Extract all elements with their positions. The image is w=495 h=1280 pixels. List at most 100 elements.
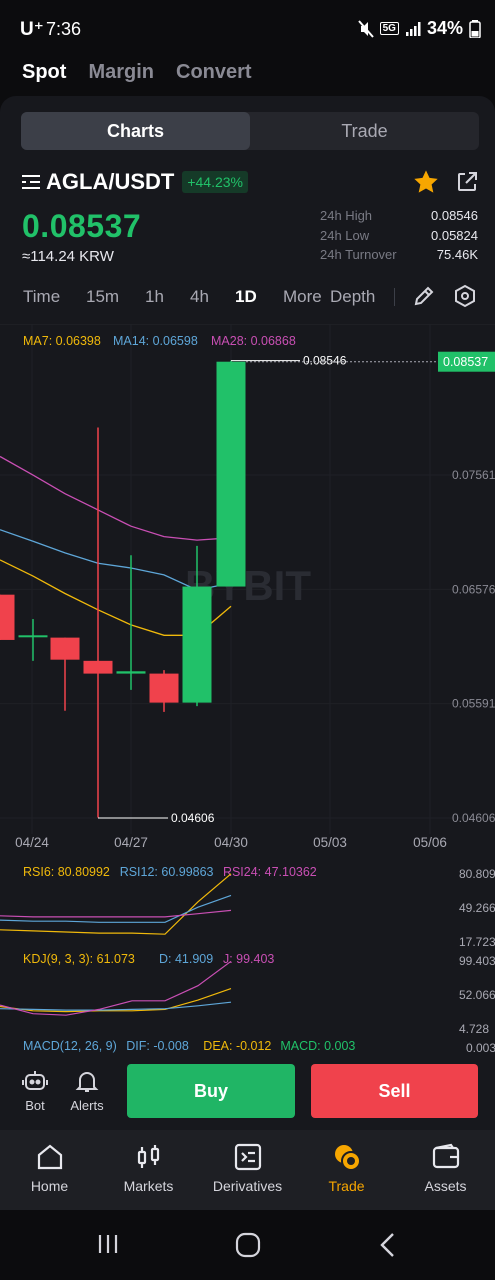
status-icons: 5G 34% bbox=[357, 18, 481, 39]
x-tick-label: 05/03 bbox=[313, 835, 347, 850]
kdj-line bbox=[0, 960, 232, 1016]
candle-body bbox=[0, 594, 15, 640]
nav-home[interactable]: Home bbox=[0, 1130, 99, 1210]
settings-hexagon-icon[interactable] bbox=[453, 284, 477, 308]
stat-value: 0.05824 bbox=[431, 227, 478, 243]
ma-legend-label: MA7: 0.06398 bbox=[23, 334, 101, 348]
y-tick-label: 0.07561 bbox=[452, 468, 495, 482]
trade-icon bbox=[334, 1145, 361, 1171]
network-badge: 5G bbox=[379, 22, 399, 35]
derivatives-icon bbox=[234, 1143, 261, 1171]
pair-header: AGLA/USDT +44.23% bbox=[22, 168, 248, 196]
rsi-tick-label: 17.723 bbox=[459, 935, 495, 949]
candle-body bbox=[182, 586, 212, 703]
current-price-label: 0.08537 bbox=[443, 355, 488, 369]
macd-tick-label: 0.003 bbox=[466, 1041, 495, 1055]
candle-body bbox=[50, 637, 80, 660]
nav-label: Markets bbox=[123, 1178, 174, 1194]
macd-legend-label: MACD: 0.003 bbox=[280, 1039, 355, 1053]
trade-action-bar: Bot Alerts Buy Sell bbox=[0, 1060, 495, 1130]
buy-button[interactable]: Buy bbox=[127, 1064, 295, 1118]
stats-panel: 24h High 0.08546 24h Low 0.05824 24h Tur… bbox=[320, 208, 478, 267]
home-button-icon[interactable] bbox=[235, 1232, 261, 1258]
pair-menu-icon[interactable] bbox=[22, 174, 40, 190]
candle-body bbox=[18, 635, 48, 638]
timeframe-1d[interactable]: 1D bbox=[235, 287, 257, 306]
timeframe-15m[interactable]: 15m bbox=[86, 287, 120, 306]
nav-label: Trade bbox=[328, 1178, 365, 1194]
bell-icon bbox=[75, 1072, 99, 1092]
candles bbox=[0, 360, 246, 818]
rsi-tick-label: 49.266 bbox=[459, 901, 495, 915]
pencil-icon[interactable] bbox=[412, 284, 436, 308]
macd-legend-label: DIF: -0.008 bbox=[126, 1039, 189, 1053]
favorite-star-icon[interactable] bbox=[412, 168, 440, 196]
open-external-icon[interactable] bbox=[455, 170, 479, 194]
content-panel bbox=[0, 96, 495, 1130]
nav-label: Assets bbox=[424, 1178, 467, 1194]
market-type-tabs: Spot Margin Convert bbox=[22, 58, 252, 86]
stat-label: 24h Turnover bbox=[320, 247, 397, 262]
charts-toggle-button[interactable]: Charts bbox=[21, 112, 250, 150]
rsi-legend-label: RSI6: 80.80992 bbox=[23, 865, 110, 879]
clock: 7:36 bbox=[46, 19, 82, 39]
kdj-legend-label: J: 99.403 bbox=[223, 952, 274, 966]
stat-row-turnover: 24h Turnover 75.46K bbox=[320, 247, 478, 267]
stat-label: 24h High bbox=[320, 208, 373, 223]
krw-price: ≈114.24 KRW bbox=[22, 248, 114, 265]
candle-body bbox=[116, 671, 146, 674]
x-tick-label: 04/27 bbox=[114, 835, 148, 850]
stat-value: 75.46K bbox=[436, 247, 478, 262]
indicators: RSI6: 80.80992 RSI12: 60.99863 RSI24: 47.1… bbox=[0, 865, 495, 1055]
bot-label: Bot bbox=[25, 1098, 45, 1113]
timeframe-1h[interactable]: 1h bbox=[145, 287, 164, 306]
recent-apps-icon[interactable] bbox=[96, 1232, 120, 1256]
timeframe-4h[interactable]: 4h bbox=[190, 287, 209, 306]
battery-icon bbox=[469, 19, 481, 38]
markets-icon bbox=[137, 1145, 159, 1168]
rsi-legend-label: RSI24: 47.10362 bbox=[223, 865, 317, 879]
stat-row-low: 24h Low 0.05824 bbox=[320, 228, 478, 248]
y-tick-label: 0.04606 bbox=[452, 811, 495, 825]
ma-legend-label: MA14: 0.06598 bbox=[113, 334, 198, 348]
macd-legend-label: DEA: -0.012 bbox=[203, 1039, 271, 1053]
rsi-line bbox=[0, 873, 232, 935]
timeframe-bar: Time 15m 1h 4h 1D More Depth bbox=[0, 282, 495, 310]
candle-body bbox=[149, 673, 179, 703]
battery-level: 34% bbox=[426, 18, 463, 38]
macd-legend-label: MACD(12, 26, 9) bbox=[23, 1039, 117, 1053]
low-marker-label: 0.04606 bbox=[171, 811, 215, 825]
nav-label: Home bbox=[30, 1178, 69, 1194]
nav-assets[interactable]: Assets bbox=[396, 1130, 495, 1210]
nav-derivatives[interactable]: Derivatives bbox=[198, 1130, 297, 1210]
kdj-line bbox=[0, 1001, 232, 1011]
wallet-icon bbox=[432, 1143, 459, 1169]
tab-spot[interactable]: Spot bbox=[22, 60, 67, 83]
tab-convert[interactable]: Convert bbox=[176, 60, 252, 83]
grid-layer bbox=[0, 324, 495, 834]
robot-icon bbox=[22, 1071, 48, 1090]
nav-trade[interactable]: Trade bbox=[297, 1130, 396, 1210]
nav-markets[interactable]: Markets bbox=[99, 1130, 198, 1210]
home-icon bbox=[37, 1144, 62, 1170]
pair-name[interactable]: AGLA/USDT bbox=[46, 169, 175, 194]
ma-line-ma28 bbox=[0, 455, 232, 541]
timeframe-time[interactable]: Time bbox=[23, 287, 61, 306]
timeframe-more[interactable]: More bbox=[283, 287, 322, 306]
status-bar: U⁺ 7:36 5G 34% bbox=[0, 0, 495, 58]
tab-margin[interactable]: Margin bbox=[88, 60, 154, 83]
kdj-legend-label: KDJ(9, 3, 3): 61.073 bbox=[23, 952, 135, 966]
sell-button[interactable]: Sell bbox=[311, 1064, 478, 1118]
kdj-line bbox=[0, 988, 232, 1013]
candle-body bbox=[216, 361, 246, 587]
nav-label: Derivatives bbox=[212, 1178, 283, 1194]
ma-legend-label: MA28: 0.06868 bbox=[211, 334, 296, 348]
trade-toggle-button[interactable]: Trade bbox=[341, 120, 388, 141]
alerts-button[interactable]: Alerts bbox=[65, 1068, 109, 1124]
candle-body bbox=[83, 660, 113, 674]
bot-button[interactable]: Bot bbox=[13, 1068, 57, 1124]
back-icon[interactable] bbox=[378, 1232, 398, 1258]
timeframe-depth[interactable]: Depth bbox=[330, 287, 376, 306]
high-marker-label: 0.08546 bbox=[303, 354, 347, 368]
